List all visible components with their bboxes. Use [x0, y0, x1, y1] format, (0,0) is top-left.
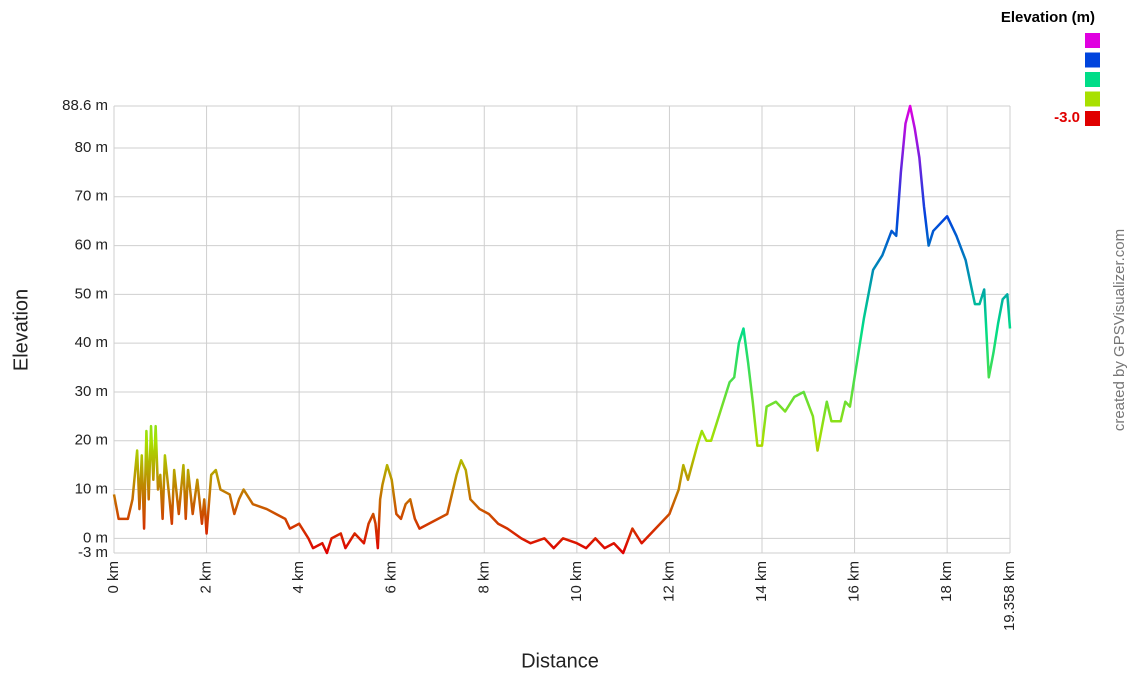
x-tick-label: 4 km: [290, 561, 307, 594]
y-tick-label: 70 m: [75, 188, 108, 205]
y-tick-label: 80 m: [75, 139, 108, 156]
y-tick-label: 88.6 m: [62, 97, 108, 114]
x-tick-label: 18 km: [938, 561, 955, 602]
y-tick-label: 40 m: [75, 334, 108, 351]
x-tick-label: 2 km: [198, 561, 215, 594]
y-tick-label: 10 m: [75, 481, 108, 498]
x-tick-label: 8 km: [475, 561, 492, 594]
y-tick-label: 60 m: [75, 237, 108, 254]
credit-annotation: created by GPSVisualizer.com: [1111, 229, 1128, 431]
x-tick-label: 19.358 km: [1001, 561, 1018, 631]
y-tick-label: 0 m: [83, 529, 108, 546]
x-tick-label: 10 km: [568, 561, 585, 602]
x-tick-label: 6 km: [383, 561, 400, 594]
legend-swatch: [1085, 72, 1100, 87]
legend-title: Elevation (m): [1001, 9, 1095, 26]
elevation-line: [112, 104, 1012, 555]
y-tick-label: 30 m: [75, 383, 108, 400]
y-axis-label: Elevation: [10, 289, 32, 371]
x-tick-label: 0 km: [105, 561, 122, 594]
x-axis-label: Distance: [521, 650, 599, 672]
y-tick-label: 50 m: [75, 285, 108, 302]
x-tick-label: 12 km: [660, 561, 677, 602]
y-tick-label: -3 m: [78, 544, 108, 561]
legend-swatch: [1085, 52, 1100, 68]
legend-label: -3.0: [1054, 109, 1080, 126]
y-tick-label: 20 m: [75, 432, 108, 449]
legend-swatch: [1085, 33, 1100, 48]
legend-swatch: [1085, 111, 1100, 126]
x-tick-label: 14 km: [753, 561, 770, 602]
x-tick-label: 16 km: [846, 561, 863, 602]
legend-swatch: [1085, 91, 1100, 107]
